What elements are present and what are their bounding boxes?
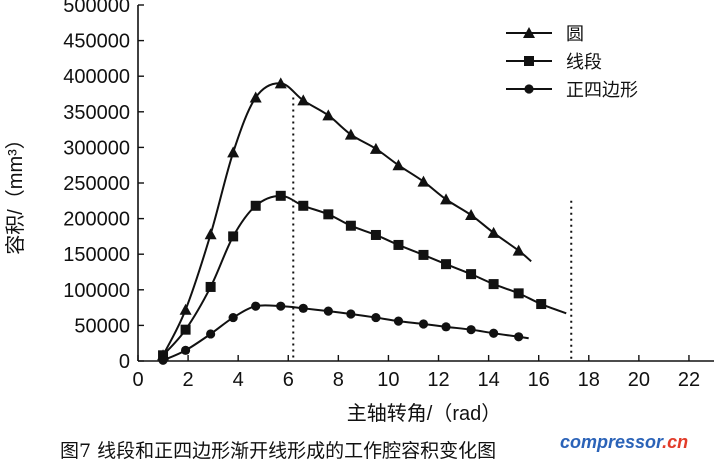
reference-lines	[292, 97, 573, 361]
data-point-square	[228, 231, 239, 242]
data-point-triangle	[344, 128, 357, 140]
data-point-square	[488, 279, 499, 290]
x-tick-label: 18	[578, 369, 600, 391]
x-tick-label: 0	[132, 369, 143, 391]
series-circle	[158, 301, 529, 365]
data-point-square	[298, 200, 309, 211]
data-point-circle	[228, 312, 238, 323]
data-point-circle	[323, 306, 333, 316]
data-point-circle	[180, 345, 191, 355]
data-point-square	[205, 281, 216, 292]
legend-label: 圆	[566, 24, 584, 45]
data-point-square	[536, 299, 547, 310]
y-axis-title: 容积/（mm³）	[4, 129, 27, 255]
y-tick-label: 250000	[63, 173, 130, 195]
legend-label: 线段	[566, 52, 602, 73]
data-point-circle	[158, 355, 168, 365]
data-point-square	[275, 190, 286, 201]
data-point-square	[524, 56, 534, 66]
data-point-square	[250, 200, 261, 211]
data-point-triangle	[179, 303, 192, 315]
data-point-circle	[466, 325, 476, 335]
data-point-triangle	[523, 27, 535, 38]
data-point-circle	[371, 312, 381, 323]
data-point-circle	[393, 316, 404, 326]
series-line	[162, 194, 567, 356]
data-point-triangle	[487, 226, 500, 238]
data-point-circle	[206, 329, 216, 339]
data-point-triangle	[392, 159, 405, 171]
data-point-circle	[489, 328, 499, 338]
x-tick-label: 8	[333, 369, 344, 391]
data-point-triangle	[274, 77, 287, 89]
watermark-logo: compressor.cn	[560, 432, 688, 453]
data-point-square	[158, 350, 169, 361]
chart-series	[157, 77, 567, 365]
watermark-main: compressor	[560, 432, 663, 452]
data-point-triangle	[249, 91, 262, 103]
data-point-triangle	[369, 142, 382, 154]
x-tick-label: 14	[477, 369, 499, 391]
x-tick-label: 4	[233, 369, 244, 391]
data-point-triangle	[417, 175, 430, 187]
figure-caption: 图7 线段和正四边形渐开线形成的工作腔容积变化图	[60, 440, 497, 462]
y-tick-label: 150000	[63, 244, 130, 266]
data-point-circle	[514, 332, 524, 342]
x-tick-label: 6	[283, 369, 294, 391]
data-point-square	[466, 269, 477, 280]
y-tick-label: 500000	[63, 0, 130, 17]
data-point-square	[345, 220, 356, 231]
watermark-accent: .cn	[662, 432, 689, 452]
x-tick-label: 2	[183, 369, 194, 391]
data-point-triangle	[465, 209, 478, 221]
x-tick-label: 22	[678, 369, 700, 391]
x-tick-label: 20	[628, 369, 650, 391]
y-tick-label: 0	[119, 351, 130, 373]
y-tick-label: 200000	[63, 209, 130, 231]
y-tick-label: 300000	[63, 137, 130, 159]
data-point-square	[418, 249, 429, 260]
data-point-square	[370, 229, 381, 240]
x-axis-title: 主轴转角/（rad）	[347, 402, 501, 425]
data-point-triangle	[227, 146, 240, 158]
data-point-triangle	[204, 228, 217, 240]
data-point-square	[323, 209, 334, 220]
chart-ticks: 0 2 4 6 8 10 12 14 16 18 20 22 0 50000 100000 150000 200…	[63, 0, 700, 391]
x-tick-label: 10	[377, 369, 399, 391]
x-tick-label: 12	[427, 369, 449, 391]
x-tick-label: 16	[528, 369, 550, 391]
series-square	[158, 190, 567, 361]
data-point-circle	[441, 322, 451, 332]
y-tick-label: 400000	[63, 66, 130, 88]
data-point-circle	[251, 301, 261, 311]
data-point-circle	[418, 319, 429, 329]
y-tick-label: 350000	[63, 102, 130, 124]
data-point-square	[441, 259, 452, 270]
data-point-circle	[276, 301, 286, 311]
data-point-triangle	[322, 109, 335, 121]
data-point-square	[393, 239, 404, 250]
data-point-square	[180, 324, 191, 335]
data-point-triangle	[512, 244, 525, 256]
data-point-triangle	[297, 94, 310, 106]
legend-label: 正四边形	[566, 80, 638, 101]
y-tick-label: 450000	[63, 31, 130, 53]
data-point-circle	[298, 303, 308, 313]
series-triangle	[157, 77, 532, 361]
data-point-circle	[346, 309, 356, 319]
y-tick-label: 100000	[63, 280, 130, 302]
data-point-square	[513, 288, 524, 299]
data-point-circle	[524, 84, 534, 94]
data-point-triangle	[440, 193, 453, 205]
y-tick-label: 50000	[74, 315, 130, 337]
